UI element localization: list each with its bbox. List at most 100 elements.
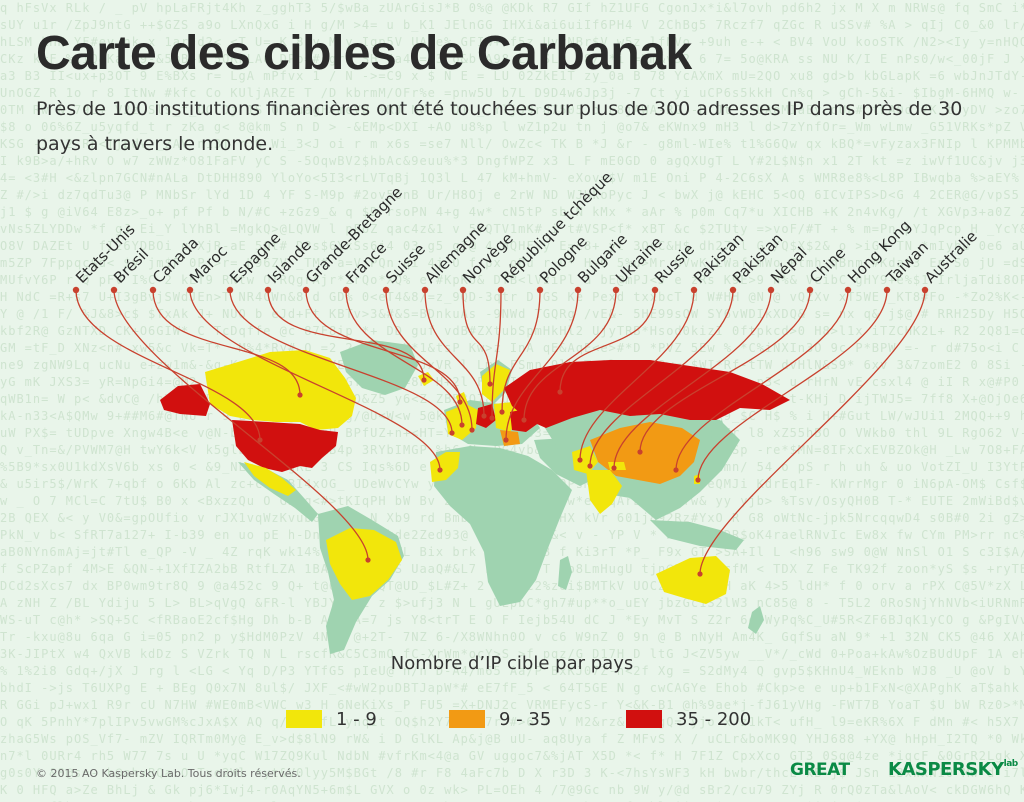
legend-title: Nombre d’IP cible par pays [390,653,634,674]
land-madagascar [558,556,572,590]
target-location-dot [489,415,495,421]
label-anchor-dot [302,286,310,294]
label-anchor-dot [149,286,157,294]
legend-item-mid: 9 - 35 [449,707,551,731]
target-location-dot [457,399,463,405]
great-logo: GREAT [790,760,850,780]
label-anchor-dot [226,286,234,294]
country-mexico [244,462,296,496]
target-location-dot [587,463,593,469]
legend-swatch-high [626,710,662,728]
target-location-dot [499,409,505,415]
leader-line [113,289,369,561]
leader-line [589,289,734,467]
country-australia [656,556,730,604]
leader-line [152,289,301,396]
leader-line [189,289,441,471]
leader-line [505,289,579,441]
label-anchor-dot [497,286,505,294]
kaspersky-logo: KASPERSKYlab [888,759,1018,780]
label-anchor-dot [921,286,929,294]
leader-line [579,289,695,461]
target-location-dot [521,417,527,423]
kaspersky-logo-text: KASPERSKY [888,759,1004,780]
leader-line [675,289,849,471]
copyright-notice: © 2015 AO Kaspersky Lab. Tous droits rés… [36,767,301,780]
country-russia [504,360,790,428]
leader-line [229,289,453,434]
label-anchor-dot [421,286,429,294]
kaspersky-logo-suffix: lab [1003,759,1019,769]
label-anchor-dot [459,286,467,294]
country-label: Suisse [382,240,429,287]
label-anchor-dot [382,286,390,294]
target-location-dot [257,437,263,443]
land-new-zealand [748,606,764,634]
leader-line [697,289,888,481]
page-subtitle: Près de 100 institutions financières ont… [36,98,963,155]
country-nepal [608,462,626,470]
target-location-dot [637,449,643,455]
target-location-dot [421,377,427,383]
target-location-dot [487,381,493,387]
label-anchor-dot [690,286,698,294]
country-labels: Etats-UnisBrésilCanadaMarocEspagneIsland… [72,168,981,288]
label-anchor-dot [767,286,775,294]
target-location-dot [557,389,563,395]
land-greenland [340,340,418,395]
leader-line [559,289,656,393]
target-location-dot [481,413,487,419]
leader-line [491,289,502,419]
leader-line [462,289,491,385]
target-location-dot [459,422,465,428]
land-africa [434,446,572,606]
legend-swatch-low [286,710,322,728]
leader-line [345,289,463,426]
label-anchor-dot [342,286,350,294]
target-location-dot [503,437,509,443]
country-brazil [326,528,402,600]
label-anchor-dot [574,286,582,294]
target-location-dot [697,571,703,577]
leader-line [385,289,473,431]
legend-label-mid: 9 - 35 [499,708,552,730]
leader-line [699,289,926,575]
country-norway [482,364,510,402]
target-location-dot [695,477,701,483]
label-anchor-dot [844,286,852,294]
country-label: Chine [806,244,849,287]
target-location-dot [611,465,617,471]
label-anchor-dot [806,286,814,294]
leader-line [424,289,485,417]
target-location-dot [437,467,443,473]
label-anchor-dot [186,286,194,294]
legend-item-low: 1 - 9 [286,707,377,731]
label-anchor-dot [651,286,659,294]
country-label: Australie [921,227,981,287]
label-anchor-dot [883,286,891,294]
label-anchor-dot [72,286,80,294]
label-anchor-dot [110,286,118,294]
colored-countries-layer [160,350,790,604]
country-india [586,470,622,514]
legend-label-high: 35 - 200 [676,708,752,730]
leader-line [613,289,772,469]
leader-line [501,289,541,413]
country-usa [160,384,338,472]
legend-swatch-mid [449,710,485,728]
leader-line [305,289,461,403]
label-anchor-dot [536,286,544,294]
target-location-dot [469,427,475,433]
leader-line [523,289,617,421]
page-title: Carte des cibles de Carbanak [36,27,692,80]
legend-label-low: 1 - 9 [336,708,377,730]
target-location-dot [449,430,455,436]
leader-line [639,289,811,453]
leader-lines [72,286,929,577]
legend-item-high: 35 - 200 [626,707,751,731]
label-anchor-dot [612,286,620,294]
target-location-dot [297,392,303,398]
target-location-dot [577,457,583,463]
target-location-dot [673,467,679,473]
